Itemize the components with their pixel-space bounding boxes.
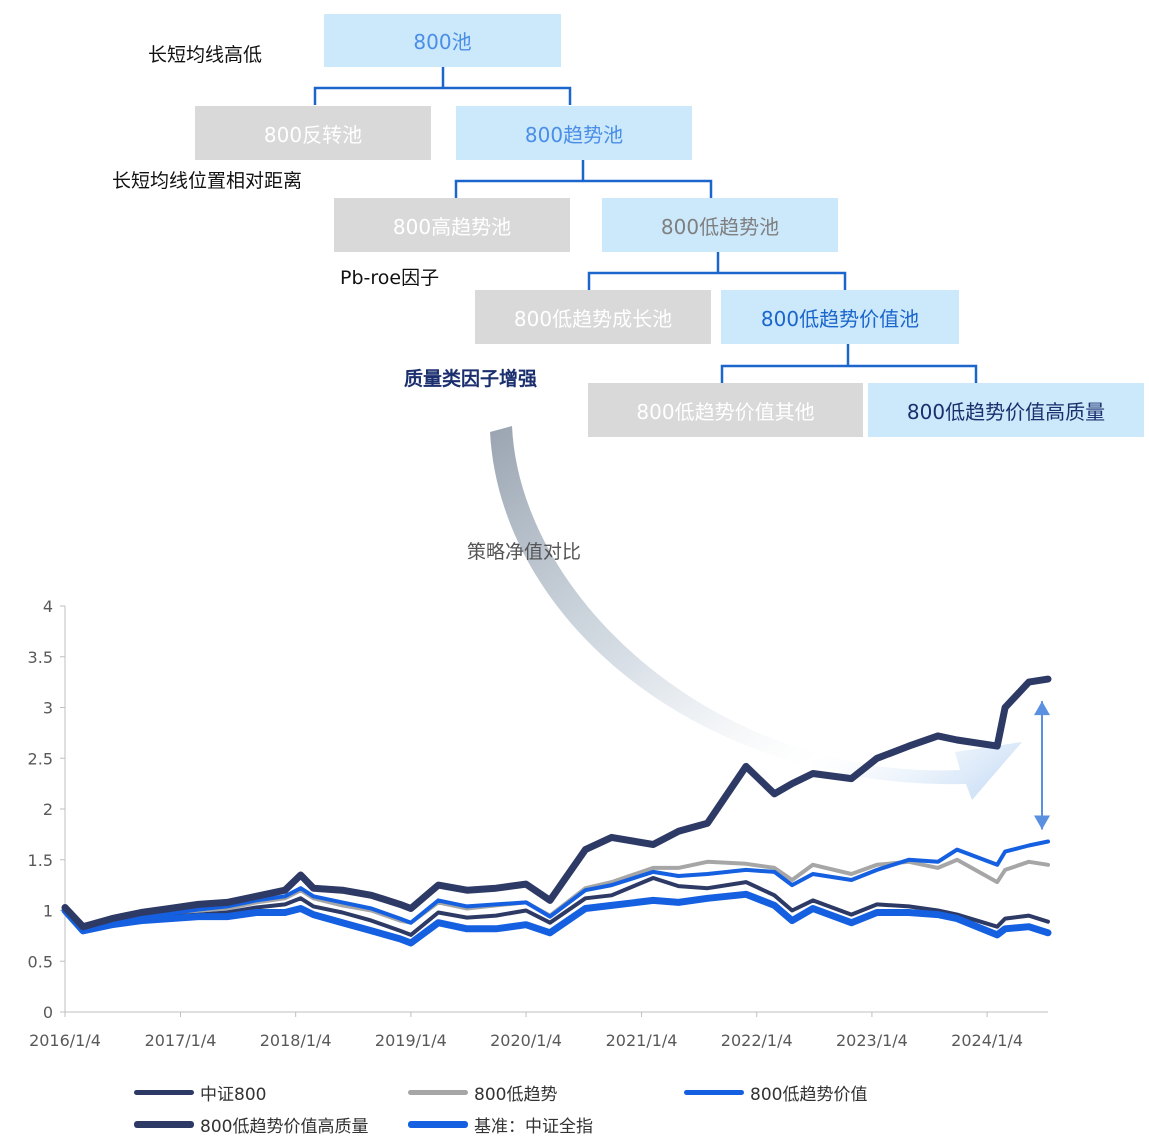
node-low-value: 800低趋势价值池: [721, 290, 959, 344]
series-line-3: [61, 675, 1052, 931]
legend-item-csi800: 中证800: [134, 1080, 266, 1105]
label-ma-highlow: 长短均线高低: [148, 44, 263, 66]
gap-arrow-head-bottom: [1034, 815, 1050, 830]
x-tick-label: 2024/1/4: [951, 1031, 1023, 1050]
legend-swatch-low-value-hq: [134, 1121, 194, 1128]
y-tick-label: 3.5: [28, 648, 53, 667]
legend-label-low-trend: 800低趋势: [474, 1085, 558, 1105]
curved-arrow-body: [490, 426, 1022, 800]
series-line-2: [63, 839, 1050, 931]
gap-arrow-head-top: [1034, 701, 1050, 716]
nav-chart-svg: 0 0.5 1 1.5 2 2.5 3 3.5 4 2016/1/4 2017/1/4 2018/1/…: [28, 597, 1052, 1050]
node-pool800: 800池: [324, 14, 561, 67]
nav-chart: 0 0.5 1 1.5 2 2.5 3 3.5 4 2016/1/4 2017/1/4 2018/1/…: [0, 580, 1149, 1060]
node-trend-label: 800趋势池: [524, 122, 624, 147]
legend-item-low-trend: 800低趋势: [408, 1080, 557, 1105]
node-pool800-label: 800池: [413, 30, 472, 54]
label-quality: 质量类因子增强: [404, 368, 538, 390]
series-line-4: [61, 890, 1052, 947]
x-tick-label: 2018/1/4: [260, 1031, 332, 1050]
legend-swatch-low-trend: [408, 1090, 468, 1095]
y-tick-label: 4: [43, 597, 53, 616]
arrow-label: 策略净值对比: [467, 541, 582, 563]
y-tick-label: 3: [43, 699, 53, 718]
node-high-trend-label: 800高趋势池: [392, 214, 512, 239]
label-pb-roe: Pb-roe因子: [340, 267, 440, 289]
legend-item-low-value: 800低趋势价值: [684, 1080, 867, 1105]
legend-label-benchmark: 基准：中证全指: [474, 1117, 593, 1137]
x-tick-label: 2022/1/4: [721, 1031, 793, 1050]
legend-label-low-value-hq: 800低趋势价值高质量: [200, 1117, 369, 1137]
connector-low-trend: [587, 252, 847, 290]
y-tick-label: 2.5: [28, 749, 53, 768]
y-tick-label: 0: [43, 1003, 53, 1022]
label-ma-position: 长短均线位置相对距离: [112, 170, 303, 192]
node-trend: 800趋势池: [456, 106, 692, 160]
node-high-trend: 800高趋势池: [334, 198, 570, 252]
legend-swatch-low-value: [684, 1090, 744, 1095]
node-low-value-other: 800低趋势价值其他: [588, 383, 863, 437]
legend-label-csi800: 中证800: [200, 1085, 267, 1105]
y-tick-label: 2: [43, 800, 53, 819]
node-low-value-other-label: 800低趋势价值其他: [636, 399, 815, 424]
node-reversal: 800反转池: [195, 106, 431, 160]
legend-label-low-value: 800低趋势价值: [750, 1085, 868, 1105]
x-tick-label: 2016/1/4: [29, 1031, 101, 1050]
node-low-trend: 800低趋势池: [602, 198, 838, 252]
node-low-value-label: 800低趋势价值池: [760, 306, 920, 331]
x-tick-label: 2020/1/4: [490, 1031, 562, 1050]
legend-item-low-value-hq: 800低趋势价值高质量: [134, 1112, 368, 1137]
y-tick-label: 1: [43, 902, 53, 921]
connector-pool800: [313, 67, 572, 105]
legend-item-benchmark: 基准：中证全指: [408, 1112, 593, 1137]
x-tick-label: 2019/1/4: [375, 1031, 447, 1050]
node-low-value-hq: 800低趋势价值高质量: [868, 383, 1144, 437]
legend-swatch-csi800: [134, 1090, 194, 1095]
node-low-growth-label: 800低趋势成长池: [513, 306, 673, 331]
chart-legend: 中证800 800低趋势 800低趋势价值 800低趋势价值高质量 基准：中证全…: [130, 1076, 1130, 1140]
node-low-growth: 800低趋势成长池: [475, 290, 711, 344]
x-tick-label: 2021/1/4: [606, 1031, 678, 1050]
y-tick-label: 0.5: [28, 952, 53, 971]
curved-arrow: [490, 426, 1022, 800]
tree-connectors: [313, 67, 978, 383]
node-low-trend-label: 800低趋势池: [660, 214, 780, 239]
legend-swatch-benchmark: [408, 1121, 468, 1128]
node-low-value-hq-label: 800低趋势价值高质量: [906, 399, 1106, 424]
x-tick-label: 2023/1/4: [836, 1031, 908, 1050]
node-reversal-label: 800反转池: [263, 122, 363, 147]
y-tick-label: 1.5: [28, 851, 53, 870]
series-line-0: [63, 876, 1050, 937]
connector-trend: [454, 160, 713, 198]
connector-low-value: [720, 344, 978, 383]
x-tick-label: 2017/1/4: [145, 1031, 217, 1050]
